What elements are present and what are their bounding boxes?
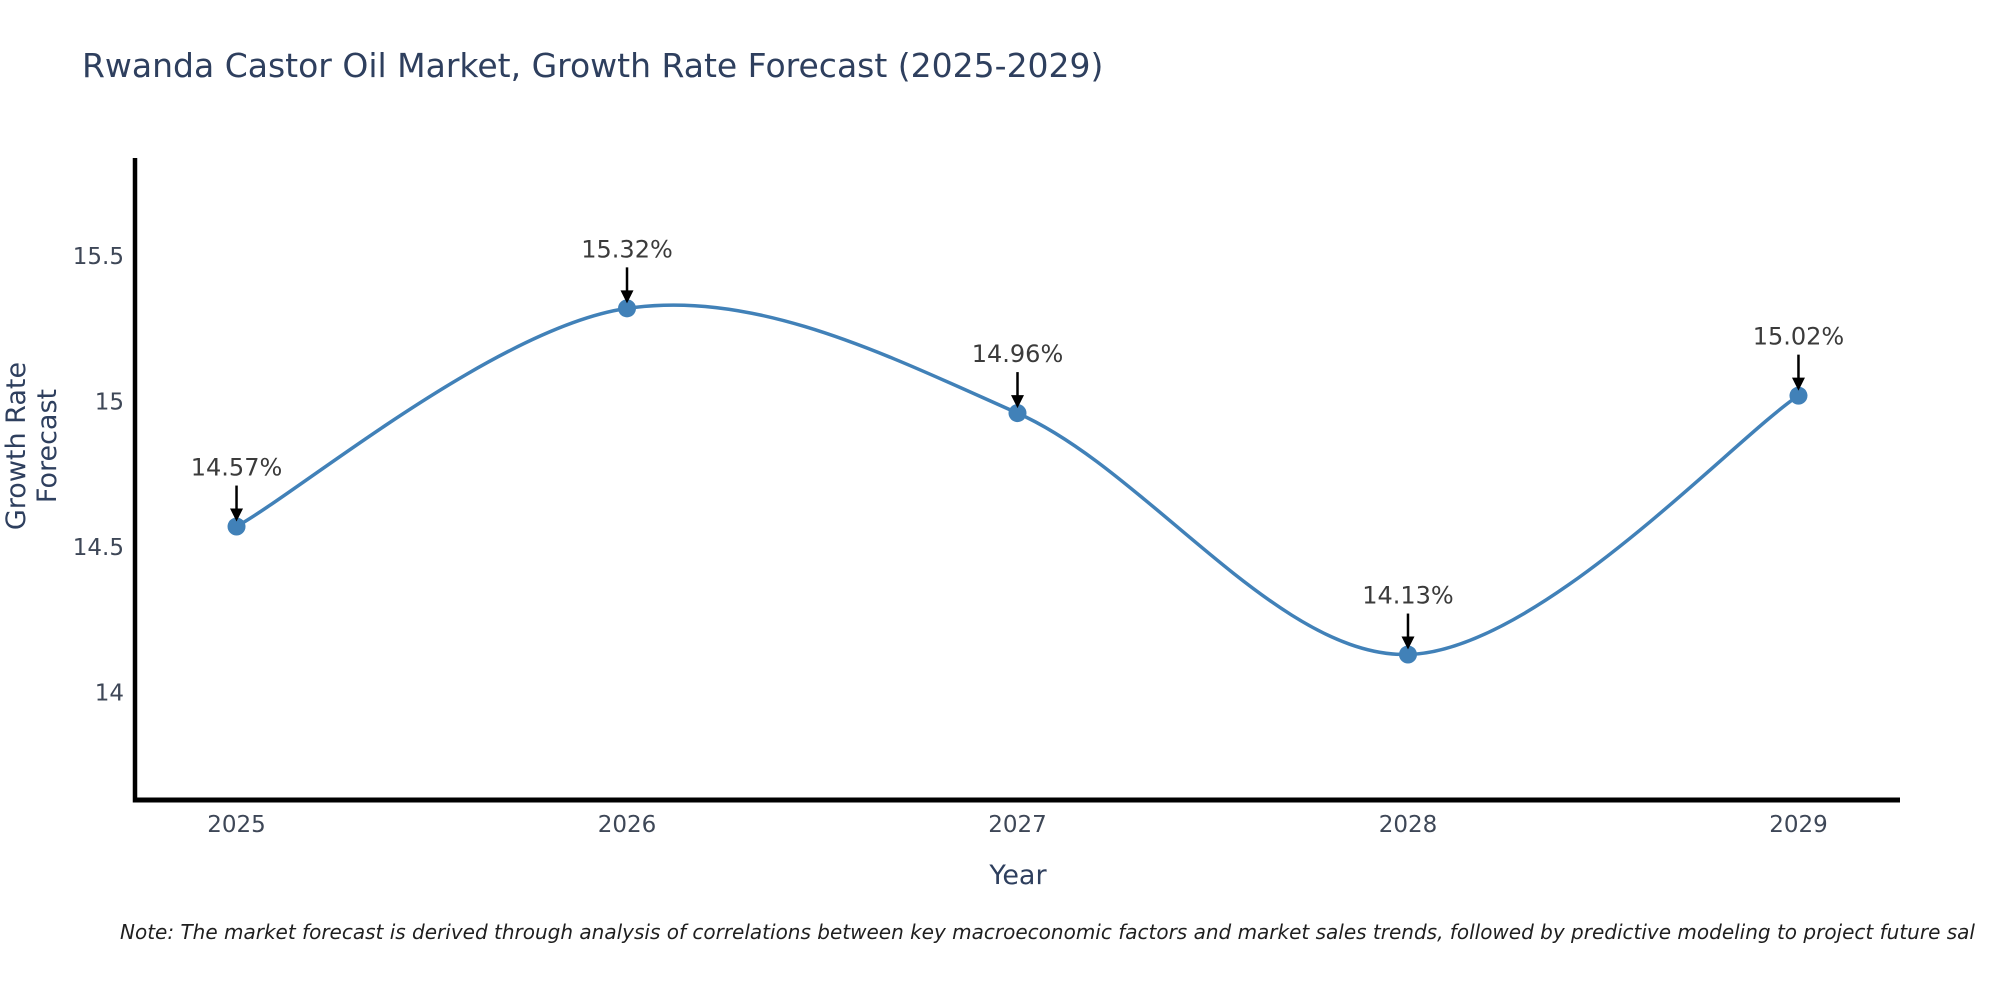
- annotation-arrowhead-icon: [230, 508, 244, 522]
- annotation-arrowhead-icon: [620, 290, 634, 304]
- annotation-arrowhead-icon: [1401, 636, 1415, 650]
- series-line: [234, 303, 1801, 657]
- x-tick-label: 2026: [598, 812, 657, 838]
- x-tick-label: 2029: [1769, 812, 1828, 838]
- y-tick-label: 15: [95, 389, 124, 415]
- data-point-marker: [227, 517, 246, 536]
- data-point-marker: [1398, 645, 1417, 664]
- data-point-marker: [1008, 404, 1027, 423]
- annotation-arrowhead-icon: [1791, 377, 1805, 391]
- point-annotation-label: 14.96%: [972, 340, 1064, 368]
- y-tick-label: 15.5: [73, 244, 124, 270]
- data-point-marker: [1789, 386, 1808, 405]
- annotation-arrowhead-icon: [1011, 395, 1024, 409]
- x-tick-label: 2028: [1379, 812, 1438, 838]
- x-axis-title: Year: [989, 860, 1047, 891]
- point-annotation-label: 15.32%: [581, 235, 673, 263]
- point-annotation-label: 14.57%: [191, 454, 283, 482]
- y-axis-title: Growth Rate Forecast: [1, 361, 63, 531]
- point-annotation-label: 14.13%: [1362, 582, 1454, 610]
- footnote: Note: The market forecast is derived thr…: [120, 920, 1975, 944]
- chart-title: Rwanda Castor Oil Market, Growth Rate Fo…: [82, 46, 1104, 85]
- data-point-marker: [618, 299, 637, 318]
- point-annotation-label: 15.02%: [1753, 323, 1845, 351]
- x-tick-label: 2025: [207, 812, 266, 838]
- x-tick-label: 2027: [988, 812, 1047, 838]
- y-tick-label: 14.5: [73, 535, 124, 561]
- y-tick-label: 14: [95, 680, 124, 706]
